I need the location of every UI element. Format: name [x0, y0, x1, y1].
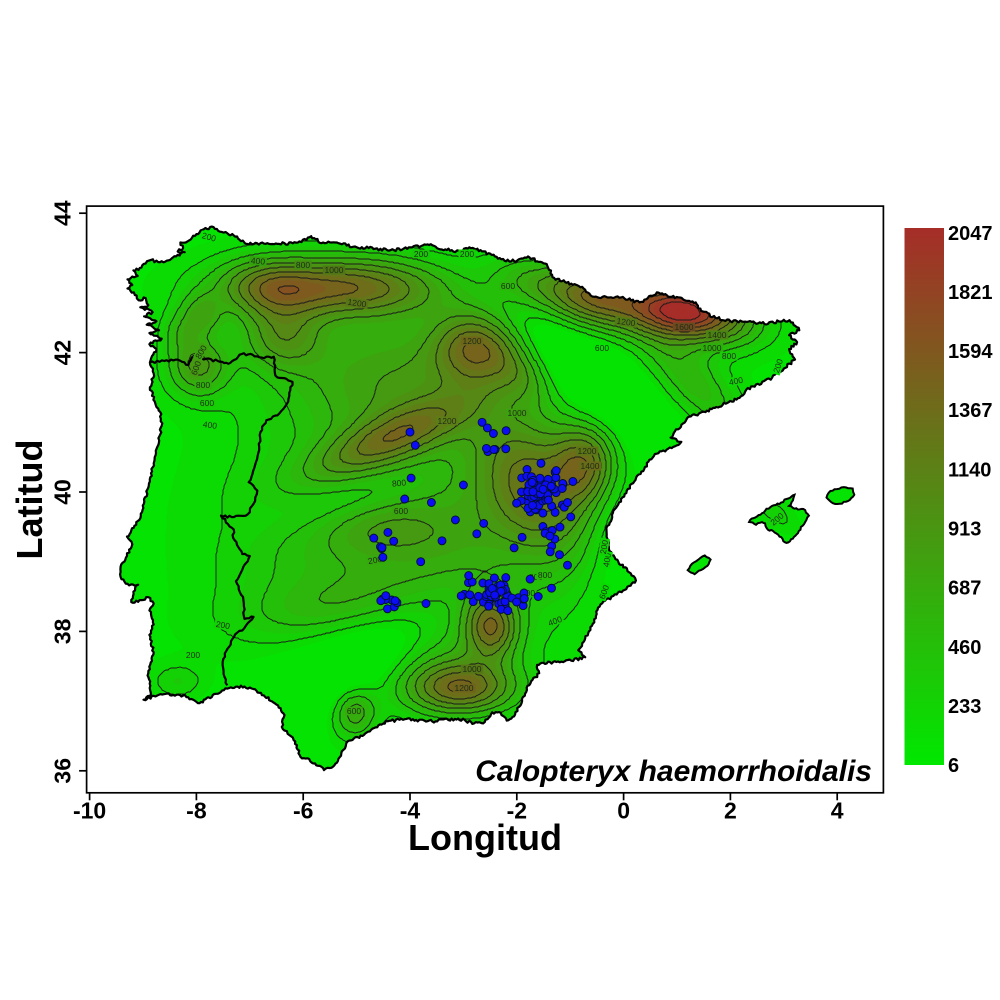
svg-text:200: 200	[771, 357, 785, 374]
svg-text:Longitud: Longitud	[408, 817, 562, 858]
svg-text:400: 400	[728, 375, 744, 388]
svg-text:-6: -6	[293, 798, 313, 824]
svg-text:4: 4	[831, 798, 844, 824]
svg-text:913: 913	[948, 519, 981, 541]
svg-text:42: 42	[50, 340, 76, 366]
svg-text:200: 200	[598, 539, 610, 555]
svg-text:200: 200	[215, 619, 231, 631]
svg-text:600: 600	[189, 359, 203, 376]
svg-text:44: 44	[50, 200, 76, 226]
svg-text:800: 800	[196, 380, 210, 390]
svg-text:1200: 1200	[578, 446, 597, 456]
svg-text:600: 600	[595, 343, 609, 353]
svg-text:1400: 1400	[708, 330, 727, 340]
svg-text:400: 400	[202, 419, 218, 431]
svg-text:233: 233	[948, 696, 981, 718]
svg-text:1400: 1400	[581, 461, 600, 471]
svg-text:1000: 1000	[703, 343, 722, 353]
svg-text:200: 200	[414, 249, 428, 259]
svg-text:Calopteryx haemorrhoidalis: Calopteryx haemorrhoidalis	[475, 755, 872, 788]
svg-text:1200: 1200	[347, 297, 367, 310]
svg-text:36: 36	[50, 758, 76, 784]
svg-text:1200: 1200	[616, 316, 636, 329]
svg-text:400: 400	[250, 255, 265, 266]
svg-text:1000: 1000	[508, 408, 527, 418]
svg-text:40: 40	[50, 479, 76, 505]
svg-text:-10: -10	[73, 798, 106, 824]
svg-text:400: 400	[547, 614, 564, 628]
svg-text:1140: 1140	[948, 459, 991, 481]
svg-text:1594: 1594	[948, 341, 993, 363]
svg-text:200: 200	[201, 230, 218, 243]
svg-text:460: 460	[948, 637, 981, 659]
svg-text:1600: 1600	[675, 322, 694, 332]
svg-text:800: 800	[722, 351, 736, 361]
svg-text:800: 800	[296, 260, 310, 270]
svg-text:800: 800	[529, 572, 543, 582]
svg-text:200: 200	[186, 650, 200, 660]
svg-text:800: 800	[391, 477, 406, 488]
svg-text:200: 200	[460, 249, 474, 259]
svg-text:1200: 1200	[463, 336, 482, 346]
svg-text:400: 400	[601, 552, 613, 568]
svg-text:2: 2	[724, 798, 737, 824]
svg-text:687: 687	[948, 578, 981, 600]
svg-text:6: 6	[948, 755, 959, 777]
svg-text:1200: 1200	[438, 416, 457, 426]
svg-text:600: 600	[394, 506, 408, 516]
svg-text:600: 600	[501, 281, 515, 291]
svg-text:1200: 1200	[455, 683, 474, 693]
svg-text:600: 600	[200, 398, 214, 408]
svg-text:1821: 1821	[948, 282, 993, 304]
svg-text:1367: 1367	[948, 400, 993, 422]
svg-text:-4: -4	[400, 798, 421, 824]
svg-text:Latitud: Latitud	[9, 440, 50, 560]
svg-text:-2: -2	[507, 798, 527, 824]
svg-text:1000: 1000	[325, 265, 344, 275]
svg-text:800: 800	[538, 570, 552, 580]
svg-text:600: 600	[347, 706, 361, 716]
svg-text:-8: -8	[186, 798, 207, 824]
svg-text:600: 600	[597, 583, 611, 600]
svg-text:2047: 2047	[948, 223, 993, 245]
svg-text:0: 0	[617, 798, 630, 824]
svg-text:38: 38	[50, 618, 76, 644]
svg-text:1000: 1000	[463, 664, 482, 674]
